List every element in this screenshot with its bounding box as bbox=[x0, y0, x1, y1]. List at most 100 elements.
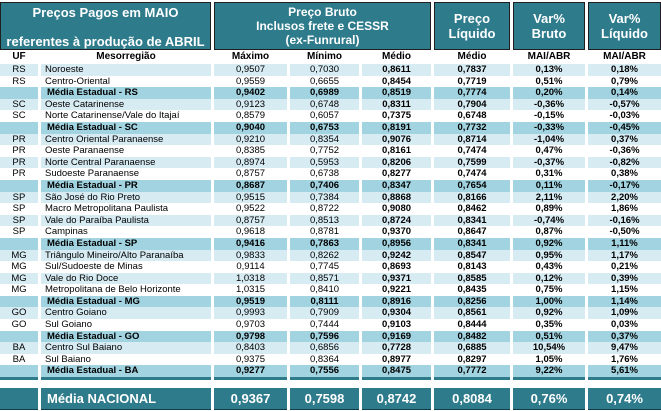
var-bruto-line2: Bruto bbox=[531, 26, 567, 41]
var-bruto-cell: 0,95% bbox=[513, 249, 585, 262]
var-bruto-cell: 0,89% bbox=[513, 203, 585, 215]
minimo-cell: 0,6057 bbox=[290, 110, 359, 122]
uf-cell: SP bbox=[0, 226, 38, 238]
maximo-cell: 0,9040 bbox=[214, 121, 287, 134]
region-cell: Média Estadual - MG bbox=[41, 295, 211, 308]
medio-bruto-cell: 0,9103 bbox=[362, 319, 431, 331]
var-liquido-cell: -0,16% bbox=[588, 214, 661, 227]
maximo-cell: 0,9798 bbox=[214, 330, 287, 343]
medio-liquido-cell: 0,8444 bbox=[434, 319, 510, 331]
region-row: SP Campinas 0,9618 0,8781 0,9370 0,8647 0,87% -… bbox=[0, 226, 661, 238]
medio-bruto-cell: 0,8206 bbox=[362, 156, 431, 169]
region-cell: Norte Catarinense/Vale do Itajaí bbox=[41, 110, 211, 122]
var-bruto-cell: -0,33% bbox=[513, 121, 585, 134]
var-liquido-cell: 0,18% bbox=[588, 64, 661, 76]
minimo-cell: 0,7745 bbox=[290, 261, 359, 273]
region-row: PR Norte Central Paranaense 0,8974 0,5953 0,… bbox=[0, 156, 661, 169]
var-bruto-cell: 0,51% bbox=[513, 75, 585, 88]
minimo-cell: 0,7752 bbox=[290, 145, 359, 157]
var-bruto-cell: 0,20% bbox=[513, 87, 585, 99]
var-bruto-cell: -0,15% bbox=[513, 110, 585, 122]
medio-bruto-cell: 0,8519 bbox=[362, 87, 431, 99]
maximo-cell: 0,8757 bbox=[214, 214, 287, 227]
medio-bruto-cell: 0,8454 bbox=[362, 75, 431, 88]
region-cell: Noroeste bbox=[41, 64, 211, 76]
var-bruto-cell: 0,12% bbox=[513, 272, 585, 285]
var-liquido-cell: 2,20% bbox=[588, 191, 661, 204]
medio-bruto-cell: 0,8977 bbox=[362, 353, 431, 366]
var-liquido-cell: -0,36% bbox=[588, 145, 661, 157]
col-header-var-liquido: MAI/ABR bbox=[603, 51, 646, 62]
maximo-cell: 0,9703 bbox=[214, 319, 287, 331]
medio-liquido-cell: 0,8647 bbox=[434, 226, 510, 238]
minimo-cell: 0,5953 bbox=[290, 156, 359, 169]
region-cell: Macro Metropolitana Paulista bbox=[41, 203, 211, 215]
region-cell: Metropolitana de Belo Horizonte bbox=[41, 284, 211, 296]
region-cell: Centro Oriental Paranaense bbox=[41, 133, 211, 146]
minimo-cell: 0,6753 bbox=[290, 121, 359, 134]
region-row: MG Vale do Rio Doce 1,0318 0,8571 0,9371 0,85… bbox=[0, 272, 661, 285]
region-cell: Média Estadual - PR bbox=[41, 179, 211, 192]
medio-liquido-cell: 0,7654 bbox=[434, 179, 510, 192]
medio-bruto-cell: 0,8311 bbox=[362, 98, 431, 111]
uf-cell bbox=[0, 179, 38, 192]
uf-cell: SP bbox=[0, 203, 38, 215]
preco-liquido-line2: Líquido bbox=[448, 26, 496, 41]
maximo-cell: 0,9416 bbox=[214, 237, 287, 250]
var-liquido-cell: -0,82% bbox=[588, 156, 661, 169]
minimo-cell: 0,7556 bbox=[290, 365, 359, 378]
header-title-line1: Preços Pagos em MAIO bbox=[32, 5, 179, 20]
region-cell: Sul Goiano bbox=[41, 319, 211, 331]
var-liquido-cell: 1,14% bbox=[588, 295, 661, 308]
var-liquido-cell: 0,79% bbox=[588, 75, 661, 88]
region-row: SP Macro Metropolitana Paulista 0,9522 0,87… bbox=[0, 203, 661, 215]
table-header: Preços Pagos em MAIO referentes à produç… bbox=[0, 2, 661, 50]
medio-liquido-cell: 0,8585 bbox=[434, 272, 510, 285]
maximo-cell: 0,9123 bbox=[214, 98, 287, 111]
maximo-cell: 0,8385 bbox=[214, 145, 287, 157]
var-bruto-cell: 0,43% bbox=[513, 261, 585, 273]
medio-liquido-cell: 0,7837 bbox=[434, 64, 510, 76]
maximo-cell: 0,9559 bbox=[214, 75, 287, 88]
medio-liquido-cell: 0,8435 bbox=[434, 284, 510, 296]
maximo-cell: 1,0315 bbox=[214, 284, 287, 296]
region-cell: Média Estadual - RS bbox=[41, 87, 211, 99]
var-liquido-line1: Var% bbox=[608, 11, 641, 26]
region-cell: Sul/Sudoeste de Minas bbox=[41, 261, 211, 273]
maximo-cell: 0,9993 bbox=[214, 307, 287, 320]
uf-cell: SC bbox=[0, 98, 38, 111]
var-bruto-cell: 0,11% bbox=[513, 179, 585, 192]
region-cell: Média Estadual - SP bbox=[41, 237, 211, 250]
uf-cell: BA bbox=[0, 353, 38, 366]
header-preco-liquido-block: Preço Líquido bbox=[434, 2, 510, 50]
uf-cell bbox=[0, 365, 38, 378]
medio-bruto-cell: 0,8347 bbox=[362, 179, 431, 192]
var-liquido-cell: 1,15% bbox=[588, 284, 661, 296]
preco-bruto-line1: Preço Bruto bbox=[288, 5, 357, 19]
region-cell: Norte Central Paranaense bbox=[41, 156, 211, 169]
medio-bruto-cell: 0,9080 bbox=[362, 203, 431, 215]
var-liquido-cell: 1,09% bbox=[588, 307, 661, 320]
region-cell: Centro Sul Baiano bbox=[41, 342, 211, 354]
medio-bruto-cell: 0,8916 bbox=[362, 295, 431, 308]
medio-liquido-cell: 0,8297 bbox=[434, 353, 510, 366]
uf-cell: MG bbox=[0, 284, 38, 296]
minimo-cell: 0,7406 bbox=[290, 179, 359, 192]
medio-bruto-cell: 0,8161 bbox=[362, 145, 431, 157]
minimo-cell: 0,7444 bbox=[290, 319, 359, 331]
table-bottom-band bbox=[0, 377, 661, 381]
var-bruto-cell: -0,74% bbox=[513, 214, 585, 227]
medio-bruto-cell: 0,9304 bbox=[362, 307, 431, 320]
medio-liquido-cell: 0,7904 bbox=[434, 98, 510, 111]
var-bruto-cell: -0,37% bbox=[513, 156, 585, 169]
maximo-cell: 0,8579 bbox=[214, 110, 287, 122]
medio-bruto-cell: 0,8277 bbox=[362, 168, 431, 180]
medio-bruto-cell: 0,9221 bbox=[362, 284, 431, 296]
minimo-cell: 0,6655 bbox=[290, 75, 359, 88]
uf-cell bbox=[0, 237, 38, 250]
minimo-cell: 0,6856 bbox=[290, 342, 359, 354]
state-average-row: Média Estadual - BA 0,9277 0,7556 0,8475 0,7… bbox=[0, 365, 661, 378]
maximo-cell: 0,8757 bbox=[214, 168, 287, 180]
var-liquido-cell: 0,38% bbox=[588, 168, 661, 180]
region-cell: Sul Baiano bbox=[41, 353, 211, 366]
